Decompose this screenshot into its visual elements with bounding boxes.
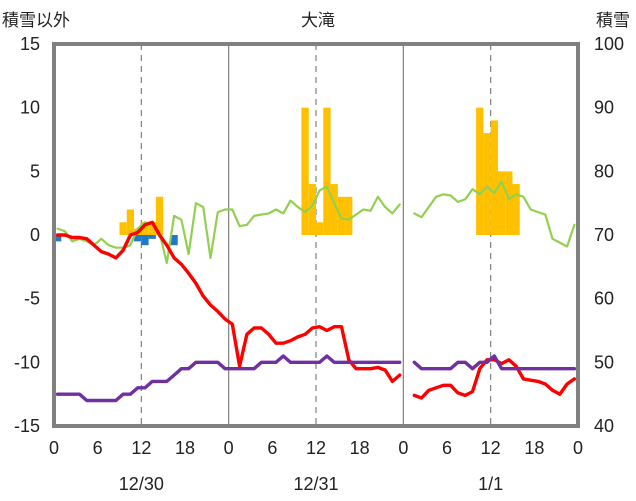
temperature-line	[55, 220, 402, 384]
precip-bar	[54, 235, 62, 242]
snowfall-bar	[323, 107, 331, 235]
plot-frame	[52, 42, 580, 428]
x-tick-label: 6	[442, 438, 452, 458]
snowfall-bar	[301, 107, 309, 235]
left-y-ticks: 15 10 5 0 -5 -10 -15	[14, 34, 40, 436]
x-tick-label: 6	[267, 438, 277, 458]
left-y-tick-label: -5	[24, 289, 40, 309]
x-tick-label: 6	[93, 438, 103, 458]
snowfall-bar	[148, 222, 156, 235]
wind-line	[413, 180, 576, 248]
left-y-tick-label: -15	[14, 416, 40, 436]
snowfall-bar	[330, 184, 338, 235]
snowfall-bar	[505, 171, 513, 235]
right-y-tick-label: 100	[594, 34, 624, 54]
x-tick-label: 12	[306, 438, 326, 458]
x-tick-label: 0	[49, 438, 59, 458]
x-tick-label: 12	[131, 438, 151, 458]
right-y-tick-label: 90	[594, 98, 614, 118]
right-y-tick-label: 50	[594, 352, 614, 372]
right-y-ticks: 100 90 80 70 60 50 40	[594, 34, 624, 436]
line-series	[55, 180, 577, 403]
right-y-tick-label: 80	[594, 161, 614, 181]
left-axis-label: 積雪以外	[2, 11, 70, 31]
right-y-tick-label: 70	[594, 225, 614, 245]
precip-bar	[170, 235, 178, 246]
x-tick-label: 0	[573, 438, 583, 458]
snowfall-bar	[490, 120, 498, 235]
left-y-tick-label: 15	[20, 34, 40, 54]
right-y-tick-label: 60	[594, 289, 614, 309]
precip-bar	[141, 235, 149, 246]
snowfall-bar	[476, 107, 484, 235]
left-y-tick-label: -10	[14, 352, 40, 372]
snowfall-bar	[119, 222, 127, 235]
date-label: 1/1	[478, 474, 503, 494]
x-tick-label: 18	[350, 438, 370, 458]
right-y-tick-label: 40	[594, 416, 614, 436]
chart-title: 大滝	[301, 11, 335, 31]
x-tick-label: 12	[481, 438, 501, 458]
snowfall-bar	[155, 196, 164, 235]
right-axis-label: 積雪	[596, 11, 630, 31]
x-tick-label: 0	[224, 438, 234, 458]
left-y-tick-label: 10	[20, 98, 40, 118]
snow-depth-line	[412, 354, 577, 371]
temperature-line	[412, 358, 577, 400]
left-y-tick-label: 0	[30, 225, 40, 245]
x-tick-label: 18	[524, 438, 544, 458]
snowfall-bar	[483, 133, 491, 235]
precip-bar	[148, 235, 156, 239]
bar-series	[54, 107, 520, 246]
x-tick-label: 0	[398, 438, 408, 458]
precip-bar	[134, 235, 142, 242]
date-label: 12/30	[119, 474, 164, 494]
date-label: 12/31	[293, 474, 338, 494]
snowfall-bar	[141, 222, 149, 235]
snowfall-bar	[497, 171, 506, 235]
wind-line	[56, 185, 401, 265]
snowfall-bar	[345, 196, 353, 235]
x-ticks: 0 6 12 18 0 6 12 18 0 6 12 18 0	[49, 438, 583, 458]
snowfall-bar	[512, 184, 520, 235]
snow-depth-line	[55, 354, 402, 403]
x-tick-label: 18	[175, 438, 195, 458]
date-labels: 12/30 12/31 1/1	[119, 474, 503, 494]
snowfall-bar	[316, 222, 324, 235]
snowfall-bar	[308, 184, 316, 235]
left-y-tick-label: 5	[30, 161, 40, 181]
snowfall-bar	[126, 209, 135, 235]
